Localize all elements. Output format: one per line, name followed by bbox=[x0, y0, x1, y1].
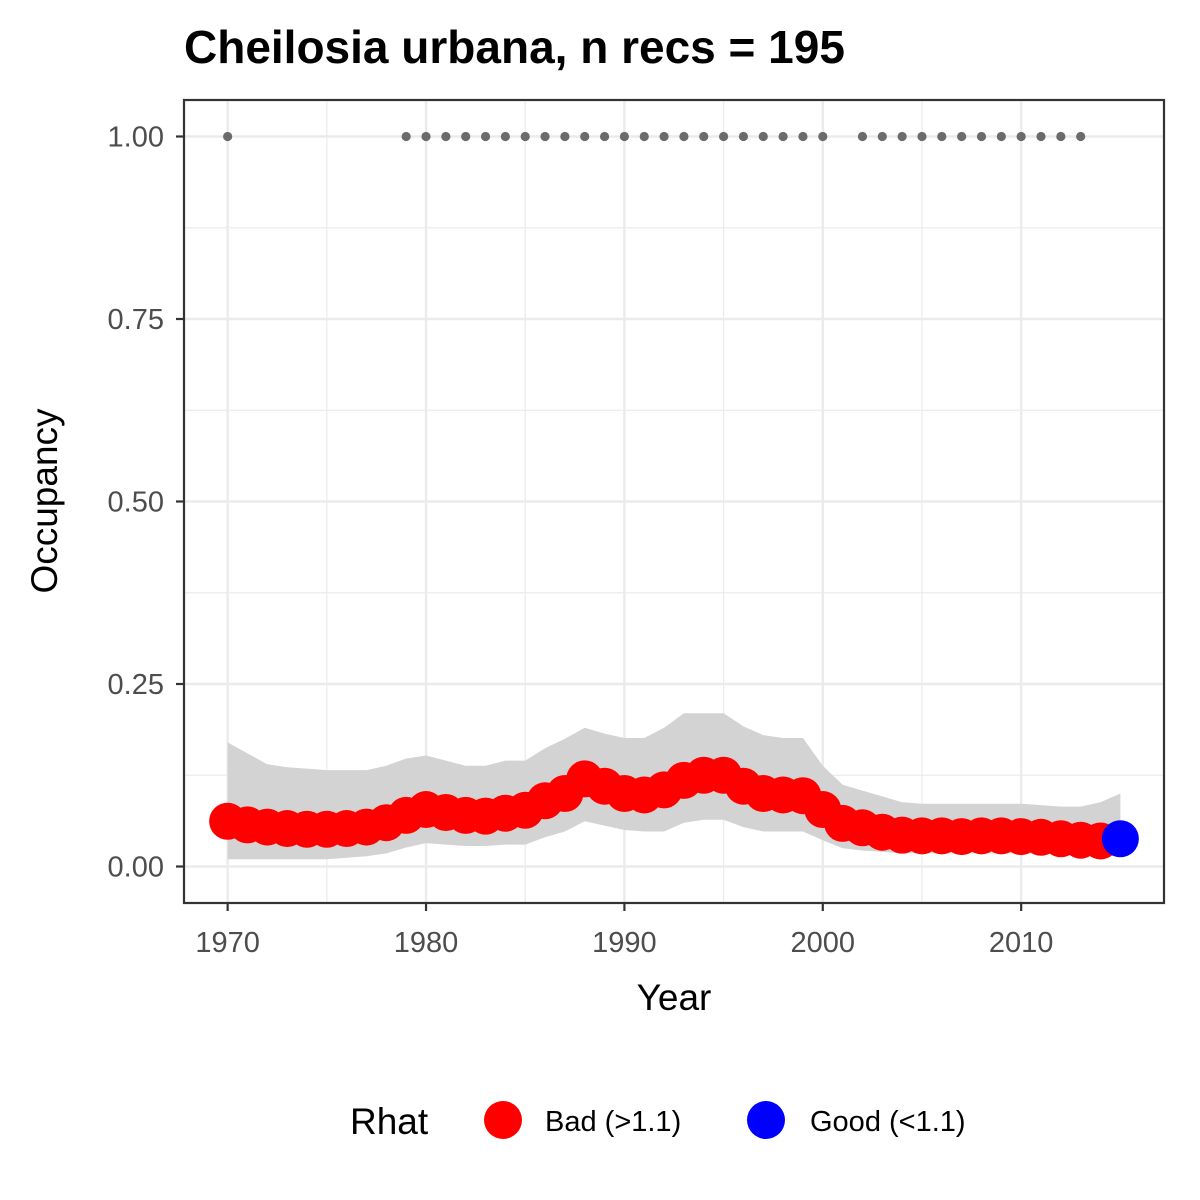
record-point bbox=[540, 131, 550, 142]
record-point bbox=[401, 131, 411, 142]
occupancy-point bbox=[1101, 820, 1139, 858]
x-axis: 1970 1980 1990 2000 2010 bbox=[195, 903, 1053, 959]
record-point bbox=[917, 131, 927, 142]
record-point bbox=[480, 131, 491, 142]
x-axis-title: Year bbox=[637, 977, 712, 1018]
record-point bbox=[441, 131, 451, 142]
record-point bbox=[1036, 131, 1046, 142]
record-point bbox=[798, 131, 808, 142]
record-point bbox=[500, 131, 510, 142]
record-points-layer bbox=[223, 131, 1086, 142]
record-point bbox=[937, 131, 947, 142]
record-point bbox=[738, 131, 749, 142]
y-tick-label: 0.75 bbox=[108, 304, 164, 336]
legend: Rhat Bad (>1.1) Good (<1.1) bbox=[350, 1101, 966, 1142]
record-point bbox=[818, 131, 828, 142]
record-point bbox=[580, 131, 590, 142]
record-point bbox=[996, 131, 1006, 142]
record-point bbox=[699, 131, 709, 142]
record-point bbox=[520, 131, 530, 142]
x-tick-label: 1990 bbox=[592, 927, 657, 959]
y-axis-title: Occupancy bbox=[24, 408, 65, 594]
record-point bbox=[461, 131, 471, 142]
y-tick-label: 0.25 bbox=[108, 669, 164, 701]
record-point bbox=[599, 131, 610, 142]
legend-label-good: Good (<1.1) bbox=[810, 1106, 966, 1138]
chart-title: Cheilosia urbana, n recs = 195 bbox=[184, 21, 845, 73]
record-point bbox=[877, 131, 887, 142]
record-point bbox=[758, 131, 768, 142]
legend-key-bad bbox=[484, 1101, 522, 1139]
legend-key-good bbox=[747, 1101, 785, 1139]
record-point bbox=[679, 131, 689, 142]
x-tick-label: 1970 bbox=[195, 927, 260, 959]
record-point bbox=[560, 131, 570, 142]
record-point bbox=[976, 131, 987, 142]
x-tick-label: 2010 bbox=[989, 927, 1054, 959]
record-point bbox=[1056, 131, 1066, 142]
record-point bbox=[857, 131, 868, 142]
record-point bbox=[639, 131, 649, 142]
y-tick-label: 0.50 bbox=[108, 487, 164, 519]
x-tick-label: 2000 bbox=[791, 927, 856, 959]
record-point bbox=[421, 131, 431, 142]
y-tick-label: 1.00 bbox=[108, 122, 164, 154]
legend-label-bad: Bad (>1.1) bbox=[545, 1106, 681, 1138]
record-point bbox=[1016, 131, 1026, 142]
record-point bbox=[897, 131, 907, 142]
record-point bbox=[778, 131, 788, 142]
record-point bbox=[223, 131, 233, 142]
occupancy-points-layer bbox=[209, 756, 1139, 860]
record-point bbox=[659, 131, 669, 142]
record-point bbox=[957, 131, 967, 142]
record-point bbox=[718, 131, 729, 142]
y-axis: 0.00 0.25 0.50 0.75 1.00 bbox=[108, 122, 184, 884]
y-tick-label: 0.00 bbox=[108, 852, 164, 884]
x-tick-label: 1980 bbox=[394, 927, 459, 959]
legend-title: Rhat bbox=[350, 1101, 429, 1142]
record-point bbox=[1076, 131, 1086, 142]
record-point bbox=[619, 131, 630, 142]
